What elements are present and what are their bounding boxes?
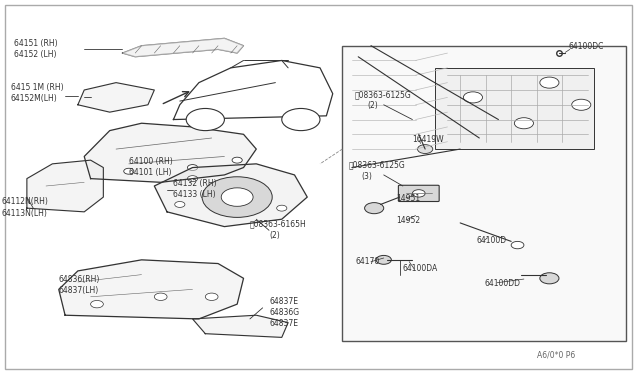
FancyBboxPatch shape — [398, 185, 439, 202]
Text: 64152 (LH): 64152 (LH) — [14, 50, 56, 59]
Polygon shape — [27, 160, 103, 212]
Text: (2): (2) — [269, 231, 280, 240]
Text: 64113N(LH): 64113N(LH) — [1, 209, 47, 218]
Text: (2): (2) — [368, 102, 378, 110]
Text: 64836G: 64836G — [269, 308, 299, 317]
Polygon shape — [122, 38, 244, 57]
Text: 16419W: 16419W — [412, 135, 444, 144]
Text: 64151 (RH): 64151 (RH) — [14, 39, 58, 48]
Circle shape — [572, 99, 591, 110]
Circle shape — [540, 77, 559, 88]
Circle shape — [515, 118, 534, 129]
Text: 64100DC: 64100DC — [568, 42, 604, 51]
Polygon shape — [193, 315, 288, 337]
Bar — [342, 46, 626, 341]
Text: 64133 (LH): 64133 (LH) — [173, 190, 216, 199]
Polygon shape — [84, 123, 256, 182]
Text: 64152M(LH): 64152M(LH) — [11, 94, 58, 103]
Circle shape — [540, 273, 559, 284]
Circle shape — [511, 241, 524, 249]
Circle shape — [282, 109, 320, 131]
Text: 64837(LH): 64837(LH) — [59, 286, 99, 295]
Polygon shape — [78, 83, 154, 112]
Circle shape — [205, 293, 218, 301]
Circle shape — [412, 190, 425, 197]
Circle shape — [154, 293, 167, 301]
Circle shape — [221, 188, 253, 206]
Text: 64836(RH): 64836(RH) — [59, 275, 100, 284]
Circle shape — [186, 109, 225, 131]
Polygon shape — [154, 164, 307, 227]
Text: 64837E: 64837E — [269, 319, 298, 328]
Polygon shape — [59, 260, 244, 319]
Text: 64100D: 64100D — [476, 236, 506, 245]
Circle shape — [376, 256, 392, 264]
Text: 64112N(RH): 64112N(RH) — [1, 198, 48, 206]
Text: 64100DA: 64100DA — [403, 264, 438, 273]
Circle shape — [202, 177, 272, 217]
Circle shape — [188, 176, 198, 182]
Circle shape — [276, 205, 287, 211]
Text: 64170: 64170 — [355, 257, 380, 266]
Text: Ⓝ08363-6165H: Ⓝ08363-6165H — [250, 219, 307, 229]
Text: 64837E: 64837E — [269, 297, 298, 306]
Text: A6/0*0 P6: A6/0*0 P6 — [536, 350, 575, 359]
Text: 64100 (RH): 64100 (RH) — [129, 157, 173, 166]
Text: (3): (3) — [362, 171, 372, 181]
Text: 14951: 14951 — [396, 194, 420, 203]
Text: 64100DD: 64100DD — [484, 279, 520, 288]
Circle shape — [365, 203, 384, 214]
Circle shape — [188, 164, 198, 170]
Circle shape — [463, 92, 483, 103]
Text: 64132 (RH): 64132 (RH) — [173, 179, 217, 188]
Circle shape — [232, 157, 243, 163]
Circle shape — [175, 202, 185, 208]
Text: Ⓝ08363-6125G: Ⓝ08363-6125G — [349, 161, 405, 170]
Text: 64101 (LH): 64101 (LH) — [129, 168, 172, 177]
Text: Ⓝ08363-6125G: Ⓝ08363-6125G — [355, 90, 412, 99]
Circle shape — [417, 145, 433, 154]
Bar — [435, 68, 594, 149]
Text: 6415 1M (RH): 6415 1M (RH) — [11, 83, 63, 92]
Circle shape — [124, 168, 134, 174]
Circle shape — [91, 301, 103, 308]
Text: 14952: 14952 — [396, 216, 420, 225]
